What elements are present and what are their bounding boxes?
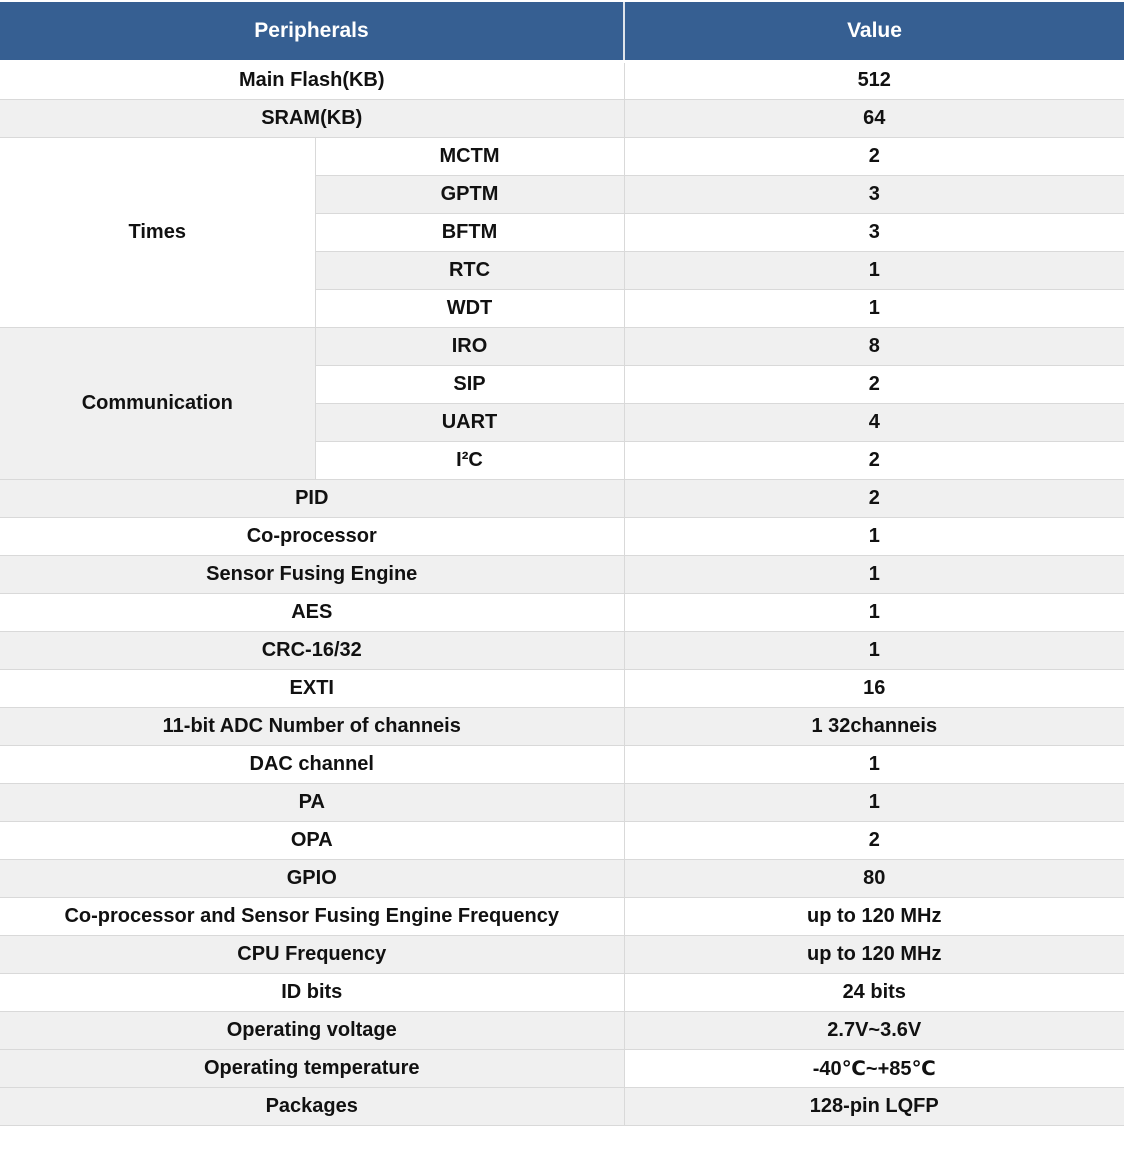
table-row-adc-channels: 11-bit ADC Number of channeis 1 32channe… [0,707,1124,746]
row-value: 64 [623,99,1124,138]
row-label: EXTI [0,669,624,708]
row-label: PID [0,479,624,518]
row-value: 1 [623,289,1124,328]
header-cell-peripherals: Peripherals [0,0,624,63]
row-value: 1 32channeis [623,707,1124,746]
row-value: 80 [623,859,1124,898]
table-row-sram: SRAM(KB) 64 [0,99,1124,138]
table-row-id-bits: ID bits 24 bits [0,973,1124,1012]
row-sublabel: WDT [315,289,624,328]
row-value: 1 [623,593,1124,632]
row-label: Operating temperature [0,1049,624,1088]
table-row-operating-voltage: Operating voltage 2.7V~3.6V [0,1011,1124,1050]
row-sublabel: I²C [315,441,624,480]
table-row-dac-channel: DAC channel 1 [0,745,1124,784]
table-row-pid: PID 2 [0,479,1124,518]
header-cell-value: Value [623,0,1124,63]
row-label: PA [0,783,624,822]
row-label: CRC-16/32 [0,631,624,670]
table-header-row: Peripherals Value [0,0,1124,63]
row-value: 128-pin LQFP [623,1087,1124,1126]
table-row-main-flash: Main Flash(KB) 512 [0,61,1124,100]
row-value: 1 [623,783,1124,822]
table-row-bftm: BFTM 3 [0,213,1124,252]
row-value: 1 [623,517,1124,556]
row-value: 2 [623,821,1124,860]
row-value: 24 bits [623,973,1124,1012]
row-sublabel: BFTM [315,213,624,252]
row-label: CPU Frequency [0,935,624,974]
table-row-uart: UART 4 [0,403,1124,442]
table-row-gpio: GPIO 80 [0,859,1124,898]
row-sublabel: GPTM [315,175,624,214]
row-sublabel: IRO [315,327,624,366]
row-value: 1 [623,745,1124,784]
table-row-iro: Communication IRO 8 [0,327,1124,480]
table-row-pa: PA 1 [0,783,1124,822]
row-label: DAC channel [0,745,624,784]
row-label: SRAM(KB) [0,99,624,138]
row-value: 16 [623,669,1124,708]
row-value: 2 [623,479,1124,518]
row-label: Main Flash(KB) [0,61,624,100]
row-label: Co-processor and Sensor Fusing Engine Fr… [0,897,624,936]
row-value: 2 [623,365,1124,404]
row-value: 3 [623,175,1124,214]
row-sublabel: MCTM [315,137,624,176]
table-row-mctm: Times MCTM 2 [0,137,1124,328]
row-label: Operating voltage [0,1011,624,1050]
row-value: up to 120 MHz [623,935,1124,974]
row-label: Sensor Fusing Engine [0,555,624,594]
table-row-exti: EXTI 16 [0,669,1124,708]
table-row-packages: Packages 128-pin LQFP [0,1087,1124,1126]
table-row-sensor-fusing-engine: Sensor Fusing Engine 1 [0,555,1124,594]
row-label: AES [0,593,624,632]
row-value: 4 [623,403,1124,442]
table-row-wdt: WDT 1 [0,289,1124,328]
row-sublabel: UART [315,403,624,442]
row-label: Packages [0,1087,624,1126]
row-value: 3 [623,213,1124,252]
peripherals-spec-table: Peripherals Value Main Flash(KB) 512 SRA… [0,0,1124,1126]
row-sublabel: RTC [315,251,624,290]
table-row-opa: OPA 2 [0,821,1124,860]
row-sublabel: SIP [315,365,624,404]
row-value: up to 120 MHz [623,897,1124,936]
row-label: ID bits [0,973,624,1012]
row-label: 11-bit ADC Number of channeis [0,707,624,746]
table-row-i2c: I²C 2 [0,441,1124,480]
row-value: 1 [623,555,1124,594]
row-value: 1 [623,251,1124,290]
table-row-operating-temperature: Operating temperature -40℃~+85℃ [0,1049,1124,1088]
row-label: Co-processor [0,517,624,556]
row-value: -40℃~+85℃ [623,1049,1124,1088]
row-label: OPA [0,821,624,860]
row-label: GPIO [0,859,624,898]
row-value: 512 [623,61,1124,100]
table-row-coproc-sfe-frequency: Co-processor and Sensor Fusing Engine Fr… [0,897,1124,936]
row-value: 2 [623,137,1124,176]
row-value: 1 [623,631,1124,670]
table-row-rtc: RTC 1 [0,251,1124,290]
table-row-sip: SIP 2 [0,365,1124,404]
table-row-aes: AES 1 [0,593,1124,632]
row-value: 2 [623,441,1124,480]
group-cell-communication: Communication [0,327,316,480]
row-value: 8 [623,327,1124,366]
table-row-crc: CRC-16/32 1 [0,631,1124,670]
table-row-cpu-frequency: CPU Frequency up to 120 MHz [0,935,1124,974]
group-cell-times: Times [0,137,316,328]
row-value: 2.7V~3.6V [623,1011,1124,1050]
table-row-co-processor: Co-processor 1 [0,517,1124,556]
table-row-gptm: GPTM 3 [0,175,1124,214]
